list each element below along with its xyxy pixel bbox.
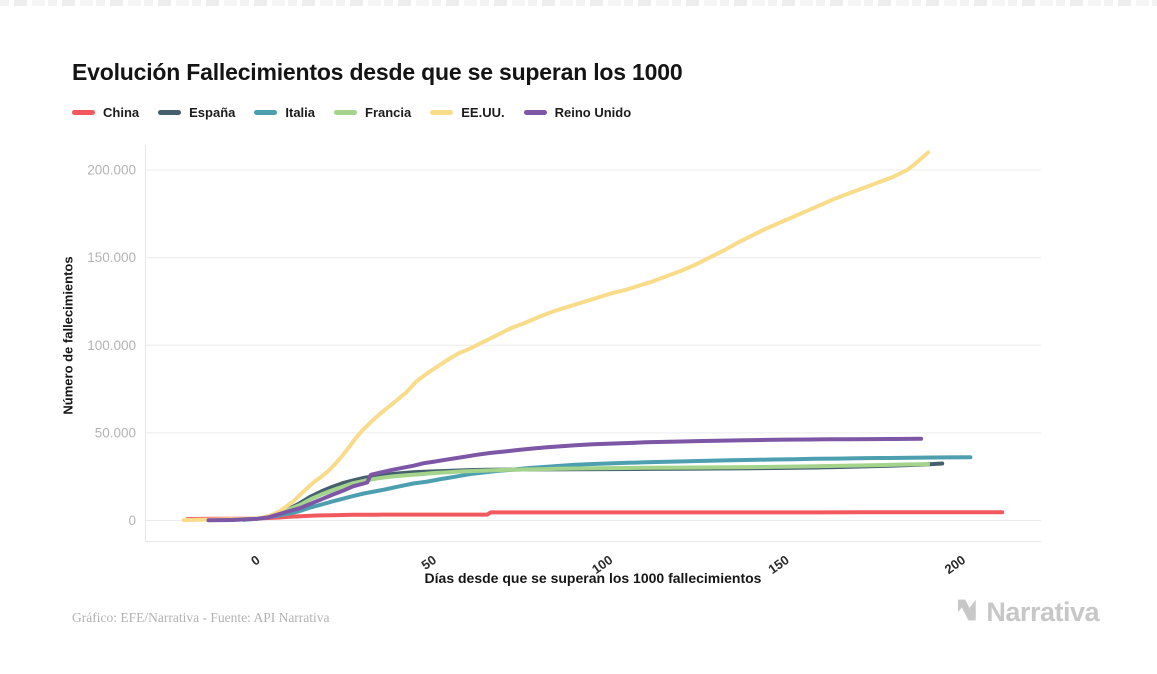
legend-label: España [189, 105, 236, 120]
legend-label: China [103, 105, 140, 120]
y-tick-label: 100.000 [87, 338, 136, 353]
legend-item-francia: Francia [334, 105, 411, 120]
torn-paper-edge [0, 0, 1157, 6]
series-line-francia [248, 462, 931, 522]
x-tick-label: 50 [419, 552, 439, 573]
legend-swatch-espa-a [158, 110, 182, 115]
y-tick-label: 150.000 [87, 250, 136, 265]
narrativa-icon [958, 598, 983, 627]
legend-label: EE.UU. [461, 105, 505, 120]
legend-swatch-china [72, 110, 95, 115]
series-line-china [185, 510, 1005, 522]
legend-item-ee-uu: EE.UU. [430, 105, 505, 120]
y-tick-label: 50.000 [95, 425, 136, 440]
legend-swatch-reino-unido [523, 110, 547, 115]
legend-label: Italia [285, 105, 315, 120]
legend-label: Reino Unido [554, 105, 632, 120]
source-credit: Gráfico: EFE/Narrativa - Fuente: API Nar… [72, 610, 330, 625]
y-tick-label: 0 [128, 513, 136, 528]
brand-logo: Narrativa [958, 597, 1099, 628]
y-axis-title: Número de fallecimientos [60, 256, 76, 415]
legend-item-china: China [72, 105, 139, 120]
series-line-ee-uu [181, 150, 931, 523]
legend-label: Francia [365, 105, 412, 120]
legend-item-reino-unido: Reino Unido [523, 105, 632, 120]
series-line-reino-unido [206, 436, 924, 523]
page-title: Evolución Fallecimientos desde que se su… [72, 59, 683, 86]
legend-item-italia: Italia [254, 105, 315, 120]
legend: China España Italia Francia EE.UU. Reino Unid… [72, 105, 631, 120]
legend-item-espa-a: España [158, 105, 235, 120]
brand-name: Narrativa [986, 597, 1099, 627]
x-tick-label: 0 [248, 552, 263, 568]
legend-swatch-ee-uu [430, 110, 454, 115]
legend-swatch-italia [254, 110, 278, 115]
x-axis-title: Días desde que se superan los 1000 falle… [424, 570, 762, 586]
legend-swatch-francia [334, 110, 357, 115]
y-tick-label: 200.000 [87, 163, 136, 178]
